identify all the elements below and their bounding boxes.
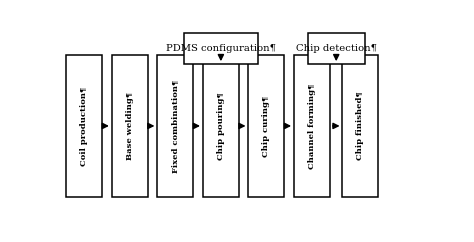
Text: Fixed combination¶: Fixed combination¶ [171, 79, 179, 173]
Bar [343, 55, 378, 197]
Bar [203, 55, 239, 197]
Bar [157, 55, 193, 197]
Bar [248, 55, 284, 197]
Bar [184, 33, 258, 64]
Bar [66, 55, 102, 197]
Text: Chip finished¶: Chip finished¶ [356, 91, 365, 160]
Text: Chip detection¶: Chip detection¶ [296, 44, 377, 53]
Text: Base welding¶: Base welding¶ [126, 92, 134, 160]
Bar [308, 33, 365, 64]
Text: Coil production¶: Coil production¶ [80, 86, 88, 166]
Bar [294, 55, 330, 197]
Text: Chip curing¶: Chip curing¶ [263, 95, 271, 157]
Text: Channel forming¶: Channel forming¶ [308, 83, 316, 169]
Bar [112, 55, 148, 197]
Text: Chip pouring¶: Chip pouring¶ [217, 92, 225, 160]
Text: PDMS configuration¶: PDMS configuration¶ [166, 44, 276, 53]
